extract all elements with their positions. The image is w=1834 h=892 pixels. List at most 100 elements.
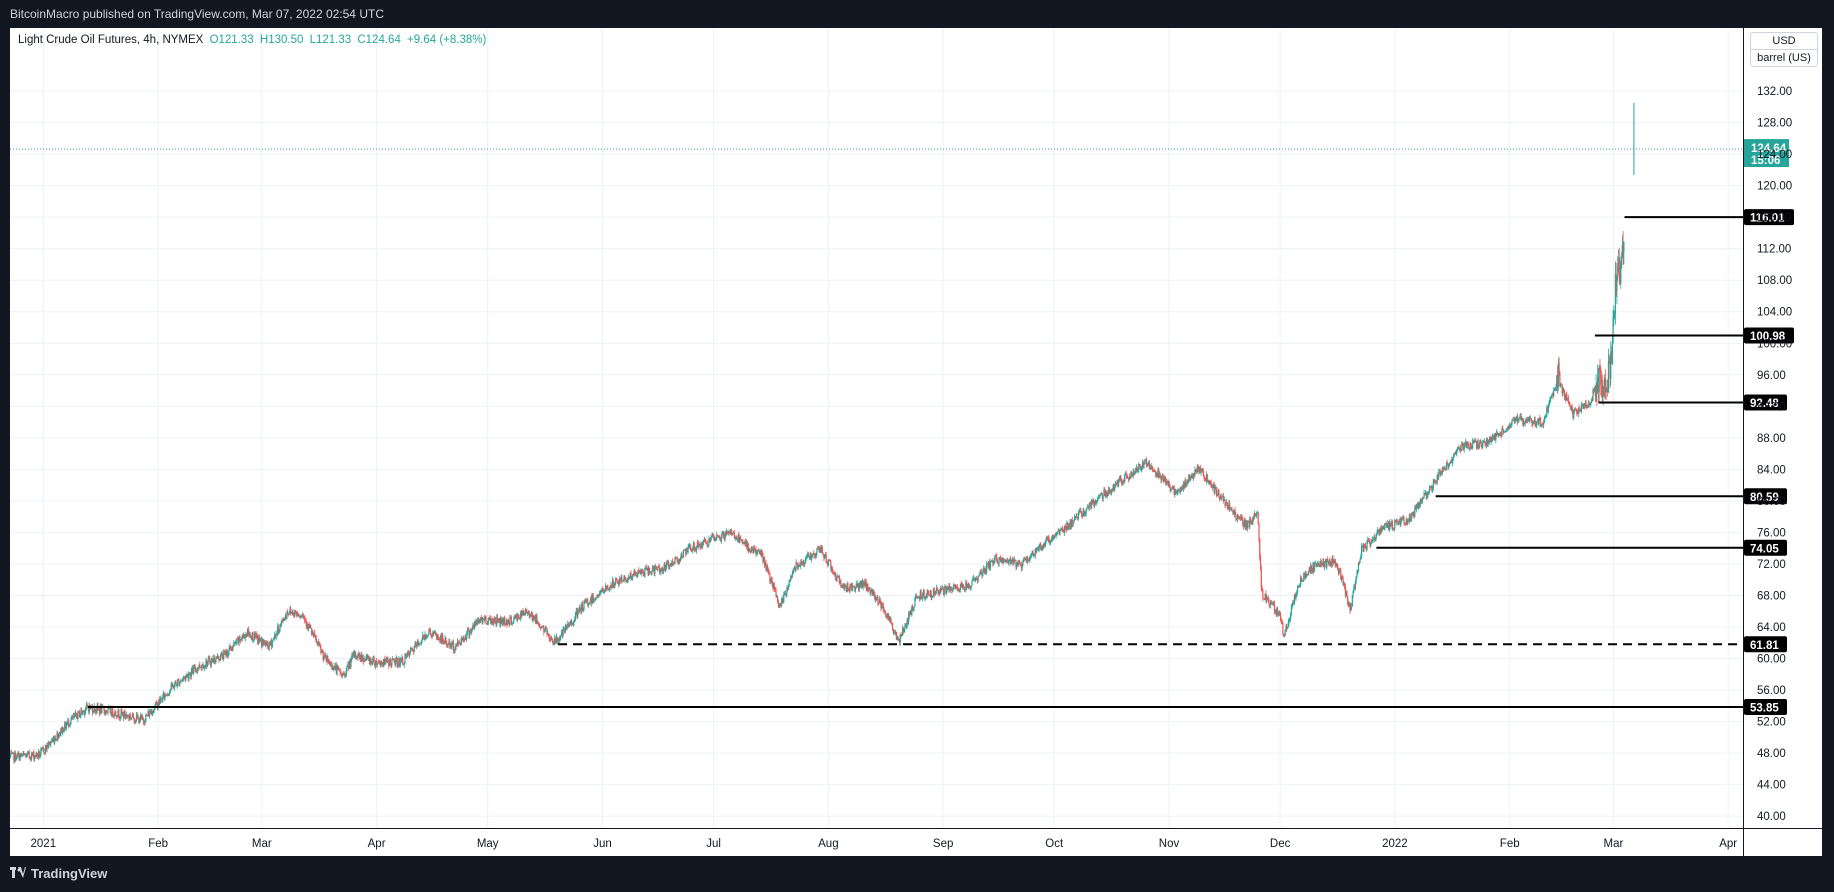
candle-body	[824, 554, 827, 557]
candle-body	[318, 642, 320, 646]
candle-body	[878, 602, 880, 604]
price-chart[interactable]: 124.6415:06116.01100.9892.4880.5974.0561…	[10, 28, 1822, 856]
candle-body	[117, 709, 119, 717]
candle-body	[453, 649, 455, 652]
candle-body	[396, 657, 398, 667]
candle-body	[1406, 519, 1408, 523]
candle-body	[265, 643, 267, 646]
candle-body	[1245, 521, 1247, 528]
candle-body	[287, 613, 290, 615]
candle-body	[928, 594, 931, 597]
candle-body	[1152, 469, 1154, 471]
candle-body	[186, 674, 188, 676]
candle-body	[1346, 592, 1348, 596]
candle-body	[1556, 375, 1559, 388]
candle-body	[928, 594, 930, 595]
candle-body	[777, 600, 779, 605]
candle-body	[1138, 464, 1141, 466]
candle-body	[464, 635, 466, 640]
candle-body	[1104, 490, 1106, 497]
candle-body	[280, 623, 282, 625]
candle-body	[574, 619, 576, 622]
y-tick-label: 120.00	[1757, 181, 1792, 193]
candle-body	[527, 613, 529, 614]
candle-body	[442, 640, 445, 643]
candle-body	[1394, 520, 1396, 529]
candle-body	[385, 658, 388, 661]
candle-body	[1472, 441, 1474, 448]
candle-body	[920, 590, 922, 598]
candle-body	[66, 723, 68, 725]
candle-body	[1105, 490, 1107, 497]
candle-body	[1209, 480, 1211, 484]
candle-body	[236, 638, 238, 645]
candle-body	[1297, 586, 1299, 588]
candle-body	[1226, 502, 1228, 508]
candle-body	[611, 580, 614, 588]
candle-body	[789, 580, 791, 581]
candle-body	[481, 619, 483, 623]
candle-body	[1388, 522, 1390, 531]
candle-body	[571, 623, 573, 625]
candle-body	[1079, 510, 1081, 512]
candle-body	[915, 595, 917, 598]
candle-body	[1417, 504, 1419, 508]
tradingview-logo[interactable]: TradingView	[10, 856, 107, 892]
candle-body	[287, 611, 289, 614]
candle-body	[394, 661, 396, 665]
candle-body	[598, 594, 600, 597]
candle-body	[1138, 464, 1140, 471]
candle-body	[354, 651, 356, 657]
candle-body	[1516, 415, 1519, 423]
candle-body	[470, 629, 472, 633]
candle-body	[622, 579, 624, 582]
candle-body	[909, 611, 911, 615]
candle-body	[1274, 610, 1276, 612]
candle-body	[119, 716, 121, 718]
candle-body	[179, 681, 182, 683]
candle-body	[213, 657, 215, 663]
candle-body	[565, 625, 567, 628]
candle-body	[1425, 492, 1427, 496]
candle-body	[1420, 499, 1422, 502]
y-tick-label: 96.00	[1757, 370, 1786, 382]
candle-body	[1520, 416, 1522, 421]
candle-body	[1444, 468, 1446, 470]
candle-body	[1139, 465, 1141, 470]
chart-pane[interactable]: 124.64 15:06 116.01 100.98 92.48 80.59 74.05 61…	[10, 28, 1822, 856]
candle-body	[200, 667, 202, 669]
candle-body	[1191, 475, 1193, 478]
candle-body	[389, 659, 391, 664]
candle-body	[957, 588, 959, 590]
candle-body	[1340, 570, 1342, 580]
candle-body	[1001, 558, 1003, 561]
candle-body	[1036, 548, 1039, 550]
candle-body	[1215, 487, 1217, 488]
candle-body	[1171, 488, 1173, 490]
candle-body	[1540, 424, 1542, 427]
candle-body	[1101, 493, 1103, 495]
candle-body	[235, 642, 237, 645]
candle-body	[308, 624, 310, 629]
unit-label[interactable]: barrel (US)	[1751, 49, 1817, 66]
candle-body	[213, 657, 216, 663]
candle-body	[650, 572, 652, 575]
candle-body	[41, 748, 43, 750]
candle-body	[1543, 422, 1545, 426]
candle-body	[598, 595, 600, 597]
candle-body	[719, 539, 722, 541]
candle-body	[750, 547, 752, 553]
candle-body	[1158, 474, 1161, 478]
candle-body	[1599, 367, 1601, 369]
candle-body	[85, 708, 87, 712]
candle-body	[1099, 494, 1101, 496]
currency-label[interactable]: USD	[1772, 35, 1796, 47]
currency-unit-selector[interactable]: USD barrel (US)	[1750, 32, 1818, 67]
candle-body	[1256, 512, 1259, 514]
candle-body	[1511, 419, 1513, 424]
candle-body	[1408, 520, 1410, 522]
candle-body	[14, 753, 17, 761]
candle-body	[323, 657, 325, 660]
candle-body	[1130, 472, 1132, 478]
candle-body	[993, 559, 995, 562]
